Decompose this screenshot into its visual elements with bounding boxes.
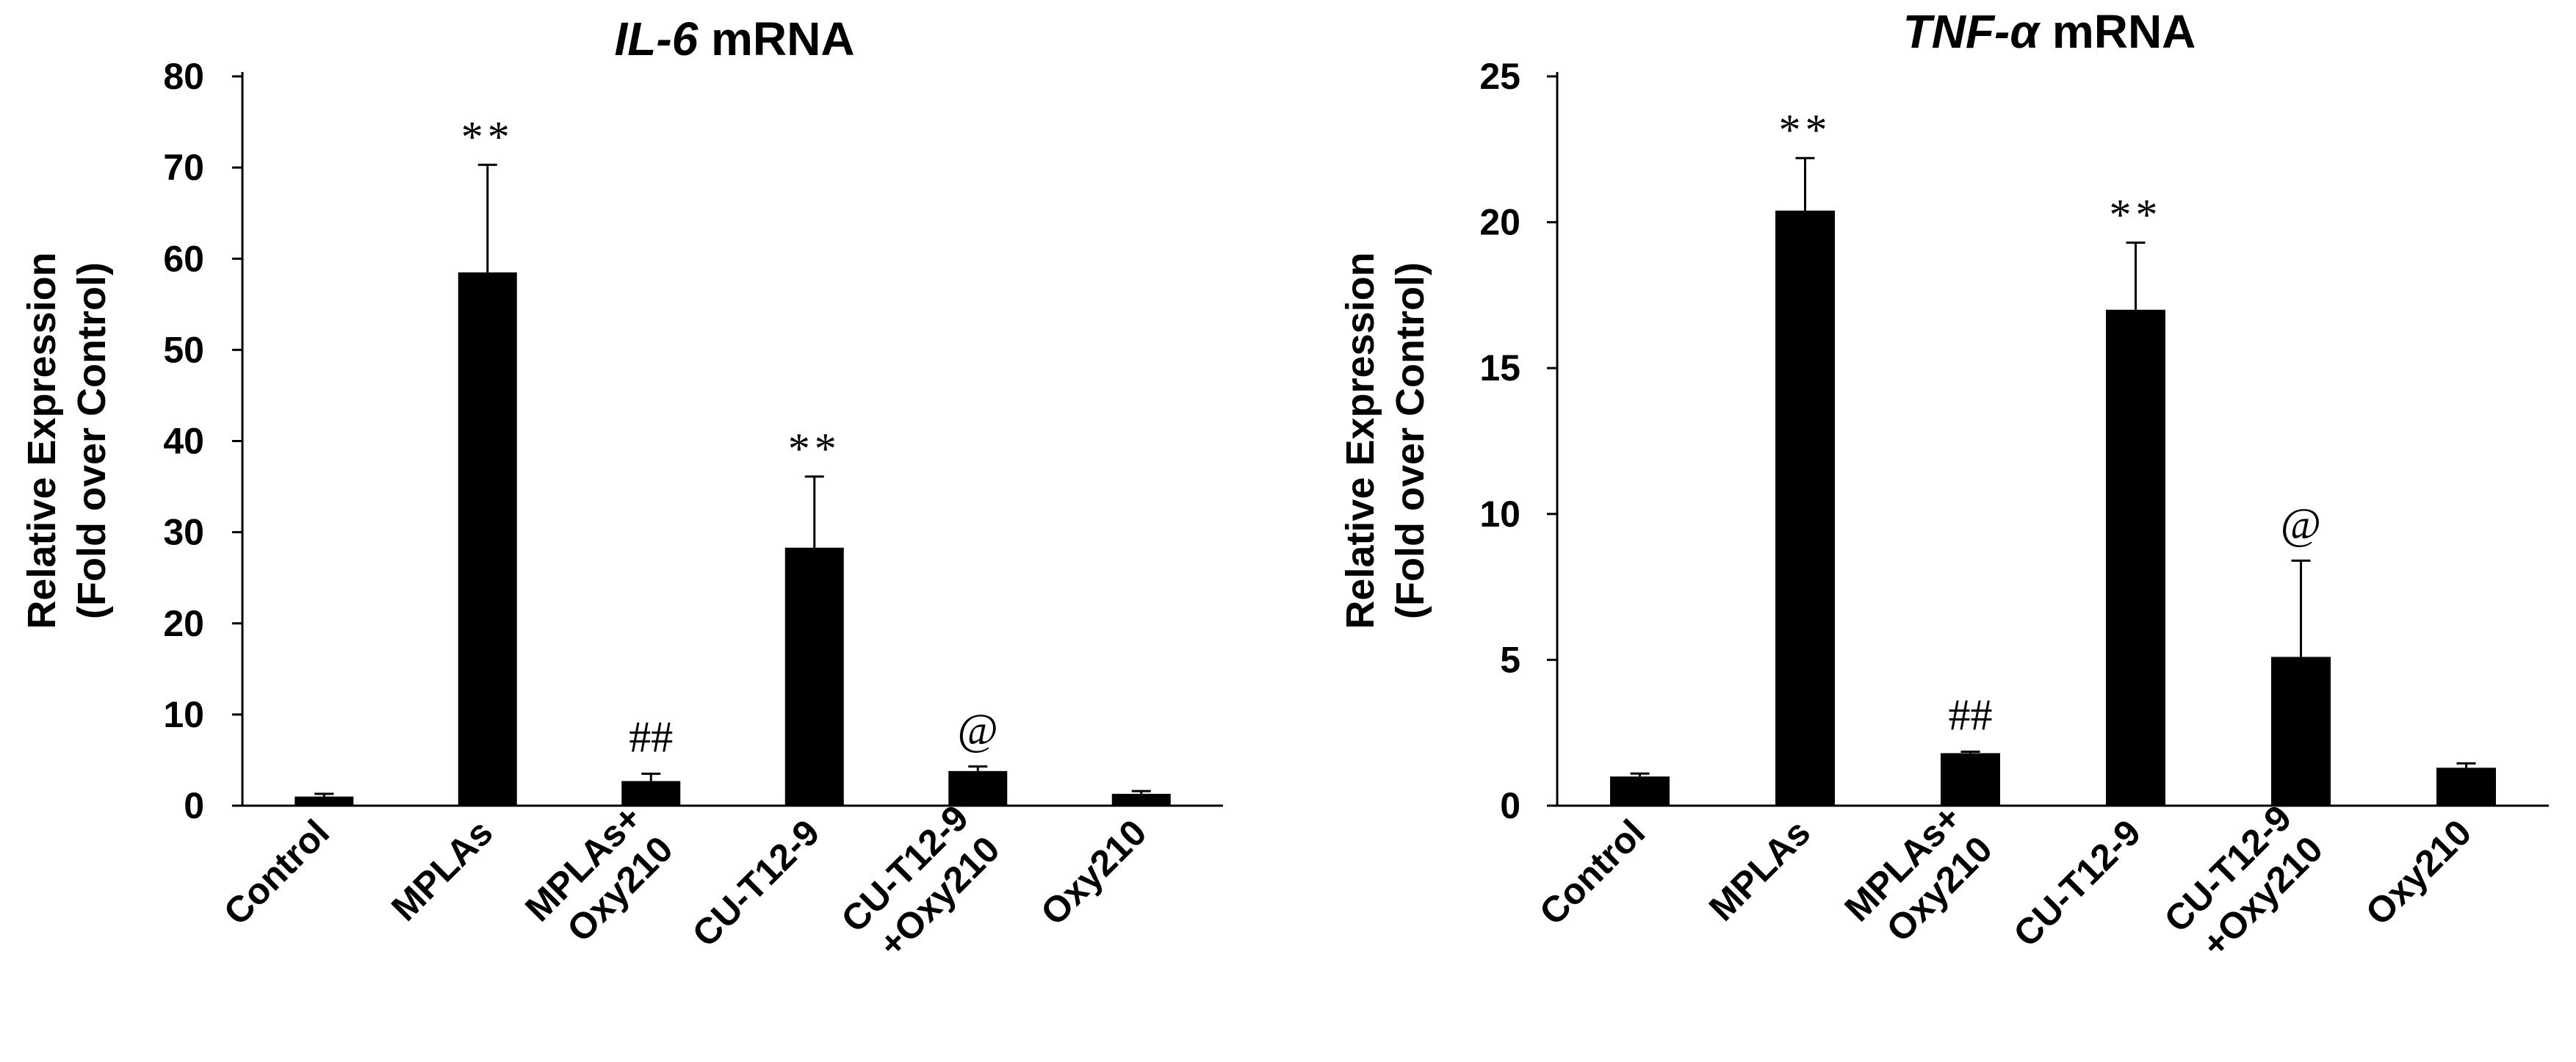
category-label: Control (1531, 812, 1653, 933)
bar (2436, 767, 2496, 806)
significance-label: @ (958, 706, 998, 754)
significance-label: ** (461, 112, 514, 161)
significance-label: ** (788, 425, 841, 473)
significance-label: ## (629, 713, 673, 762)
y-tick-label: 5 (1500, 639, 1520, 680)
bar (784, 547, 844, 806)
bar (2106, 309, 2165, 806)
y-axis-label-line: (Fold over Control) (1388, 262, 1432, 619)
category-label-line: CU-T12-9 (2005, 812, 2149, 955)
significance-label: ## (1949, 691, 1993, 740)
chart-title-italic: IL-6 (614, 12, 698, 65)
chart-title-rest: mRNA (2039, 5, 2196, 58)
y-tick-label: 0 (184, 785, 204, 826)
category-label-line: Control (1531, 812, 1653, 933)
significance-label: ** (2110, 190, 2162, 239)
category-label-line: MPLAs (1701, 812, 1818, 928)
category-label: Oxy210 (2358, 812, 2479, 933)
y-tick-label: 15 (1479, 347, 1520, 389)
y-tick-label: 70 (163, 147, 204, 188)
category-label-line: Oxy210 (2358, 812, 2479, 933)
chart-title: IL-6 mRNA (614, 12, 854, 65)
category-label: MPLAs (1701, 812, 1818, 928)
y-tick-label: 25 (1479, 56, 1520, 97)
bar (2271, 657, 2331, 806)
y-tick-label: 10 (1479, 494, 1520, 535)
y-tick-label: 0 (1500, 785, 1520, 826)
y-tick-label: 80 (163, 56, 204, 97)
category-label: CU-T12-9+Oxy210 (833, 797, 1007, 971)
category-label: Oxy210 (1033, 812, 1154, 933)
bar (621, 781, 681, 806)
y-axis-label-line: (Fold over Control) (70, 262, 114, 619)
bar (1941, 753, 2000, 806)
category-label-line: CU-T12-9 (685, 812, 828, 955)
y-tick-label: 10 (163, 694, 204, 735)
category-label: CU-T12-9+Oxy210 (2157, 797, 2331, 971)
y-tick-label: 20 (1479, 202, 1520, 243)
category-label-line: MPLAs (383, 812, 500, 928)
category-label: Control (216, 812, 337, 933)
category-label: MPLAs+Oxy210 (517, 797, 681, 961)
y-axis-label: Relative Expression (Fold over Control) (1338, 252, 1432, 629)
bar (1775, 210, 1835, 806)
category-label: CU-T12-9 (2005, 812, 2149, 955)
category-label-line: Oxy210 (1033, 812, 1154, 933)
significance-label: ** (1779, 106, 1832, 154)
category-label: MPLAs+Oxy210 (1836, 797, 2000, 961)
bar (948, 770, 1008, 806)
y-tick-label: 40 (163, 421, 204, 462)
bar (1111, 793, 1171, 806)
y-tick-label: 30 (163, 512, 204, 553)
y-axis-label-line: Relative Expression (20, 252, 64, 629)
chart-title: TNF-α mRNA (1903, 5, 2196, 58)
bar (458, 272, 517, 806)
y-tick-label: 20 (163, 603, 204, 644)
y-tick-label: 60 (163, 238, 204, 279)
chart-1: IL-6 mRNA Relative Expression (Fold over C… (20, 12, 1223, 971)
y-tick-label: 50 (163, 329, 204, 370)
y-axis-label-line: Relative Expression (1338, 252, 1382, 629)
category-label-line: Control (216, 812, 337, 933)
chart-2: TNF-α mRNA Relative Expression (Fold over … (1338, 5, 2549, 971)
category-label: CU-T12-9 (685, 812, 828, 955)
significance-label: @ (2281, 499, 2321, 548)
chart-title-rest: mRNA (698, 12, 854, 65)
bar (295, 796, 354, 806)
chart-title-italic: TNF-α (1903, 5, 2041, 58)
bar (1610, 776, 1670, 806)
y-axis-label: Relative Expression (Fold over Control) (20, 252, 114, 629)
category-label: MPLAs (383, 812, 500, 928)
